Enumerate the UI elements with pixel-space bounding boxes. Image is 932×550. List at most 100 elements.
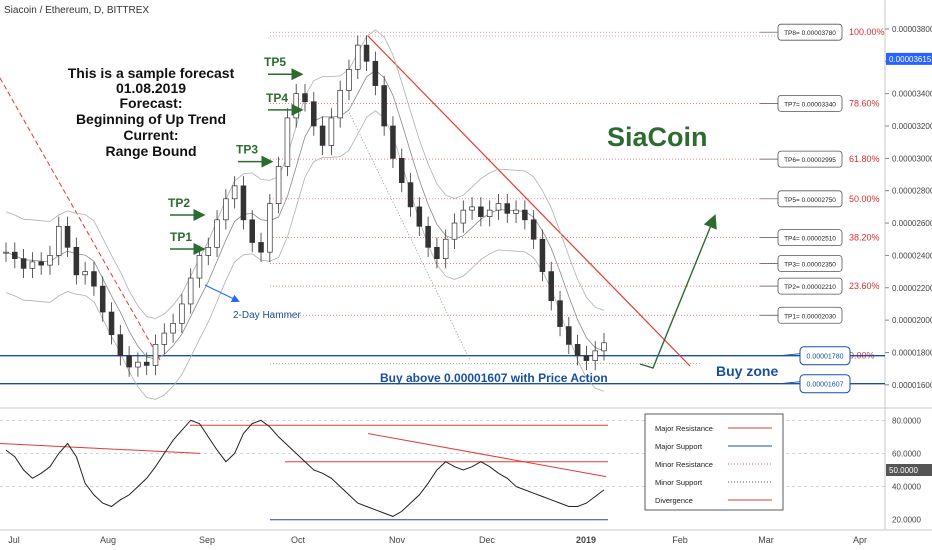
candle-body	[20, 258, 27, 269]
candle-body	[442, 238, 449, 259]
tp-level-box	[777, 23, 843, 41]
time-tick-label: 2019	[576, 535, 596, 545]
candle-body	[530, 219, 537, 240]
candle-body	[495, 203, 502, 211]
legend-label: Minor Support	[655, 478, 703, 487]
last-price-tag	[886, 52, 932, 65]
candle-body	[504, 203, 511, 214]
candle-body	[354, 44, 361, 70]
buy-zone-box	[799, 346, 851, 366]
candle-body	[416, 206, 423, 227]
candle-body	[12, 251, 18, 259]
candle-body	[170, 323, 176, 334]
price-tick-label: 0.00002600	[892, 219, 932, 228]
candle-body	[223, 198, 229, 221]
candle-body	[284, 117, 291, 167]
osc-tick-label: 60.0000	[892, 449, 921, 458]
candle-body	[143, 361, 150, 366]
axes: 0.000038000.000036000.000034000.00003200…	[8, 25, 932, 545]
note-line: 01.08.2019	[116, 80, 186, 96]
osc-tick-label: 40.0000	[892, 483, 921, 492]
symbol-title: Siacoin / Ethereum, D, BITTREX	[4, 5, 149, 16]
forecast-note: This is a sample forecast 01.08.2019 For…	[68, 65, 235, 159]
osc-divergence-left	[0, 442, 201, 454]
candle-body	[205, 246, 212, 256]
tp-level-box	[777, 277, 843, 295]
tp-level-box	[777, 150, 843, 168]
osc-value-tag	[886, 464, 932, 476]
price-tick-label: 0.00002000	[892, 316, 932, 325]
candle-body	[478, 206, 484, 217]
candle-body	[328, 117, 335, 146]
candle-body	[311, 101, 317, 127]
candle-body	[592, 350, 598, 361]
candle-body	[548, 271, 555, 302]
candle-body	[187, 277, 194, 305]
legend-label: Minor Resistance	[655, 460, 713, 469]
fib-percent-label: 78.60%	[849, 98, 880, 108]
osc-divergence-right	[367, 433, 607, 478]
price-tick-label: 0.00001600	[892, 381, 932, 390]
tp-level-box	[777, 306, 843, 324]
fib-percent-label: 100.00%	[849, 27, 885, 37]
candle-body	[539, 238, 546, 272]
tp-mark-label: TP1	[170, 230, 192, 244]
candle-body	[73, 246, 80, 276]
tp-level-box	[777, 229, 843, 247]
candle-body	[522, 209, 528, 221]
candle-body	[574, 344, 581, 357]
buy-zone-box	[799, 374, 851, 394]
fib-percent-label: 38.20%	[849, 233, 880, 243]
note-line: Beginning of Up Trend	[76, 111, 226, 127]
candle-body	[231, 185, 238, 200]
candle-body	[601, 342, 607, 352]
time-tick-label: Jul	[8, 535, 20, 545]
fib-percent-label: 61.80%	[849, 154, 880, 164]
candle-body	[258, 242, 264, 253]
note-line: Forecast:	[119, 95, 182, 111]
tp-level-label: TP3= 0.00002350	[784, 262, 836, 269]
time-tick-label: Dec	[479, 535, 496, 545]
time-tick-label: Oct	[291, 535, 306, 545]
time-tick-label: Feb	[672, 535, 688, 545]
candle-body	[38, 261, 44, 266]
candle-body	[214, 219, 220, 248]
watermark-text: SiaCoin	[607, 122, 708, 152]
price-tick-label: 0.00001800	[892, 348, 932, 357]
tp-level-box	[777, 190, 843, 208]
candle-body	[64, 225, 71, 248]
candle-body	[82, 271, 88, 276]
note-line: Range Bound	[106, 143, 197, 159]
candle-body	[196, 255, 203, 279]
candle-body	[451, 222, 458, 240]
candle-body	[469, 206, 475, 211]
time-tick-label: Nov	[389, 535, 406, 545]
candle-body	[275, 166, 282, 204]
candle-body	[117, 334, 124, 357]
note-line: This is a sample forecast	[68, 65, 235, 81]
legend-label: Major Support	[655, 442, 703, 451]
candle-body	[179, 303, 185, 324]
tp-level-box	[777, 94, 843, 112]
hammer-label: 2-Day Hammer	[233, 310, 301, 321]
buy-above-label: Buy above 0.00001607 with Price Action	[380, 371, 608, 385]
dashed-downtrend-line	[0, 77, 161, 361]
candle-body	[135, 361, 141, 368]
candle-body	[486, 209, 493, 217]
price-tick-label: 0.00003200	[892, 122, 932, 131]
tp-level-label: TP8= 0.00003780	[784, 30, 836, 37]
price-tick-label: 0.00003400	[892, 90, 932, 99]
candle-body	[363, 44, 370, 62]
tp-level-box	[777, 255, 843, 272]
note-line: Current:	[123, 127, 178, 143]
buy-zone-label: Buy zone	[716, 363, 778, 379]
candle-body	[513, 209, 519, 214]
candle-body	[337, 90, 343, 119]
legend-label: Divergence	[655, 496, 693, 505]
fib-percent-label: 23.60%	[849, 281, 880, 291]
candle-body	[434, 246, 440, 259]
oscillator-pane: Major Resistance Major Support Minor Resis…	[0, 413, 885, 521]
candle-body	[108, 311, 115, 336]
candle-body	[372, 60, 379, 86]
